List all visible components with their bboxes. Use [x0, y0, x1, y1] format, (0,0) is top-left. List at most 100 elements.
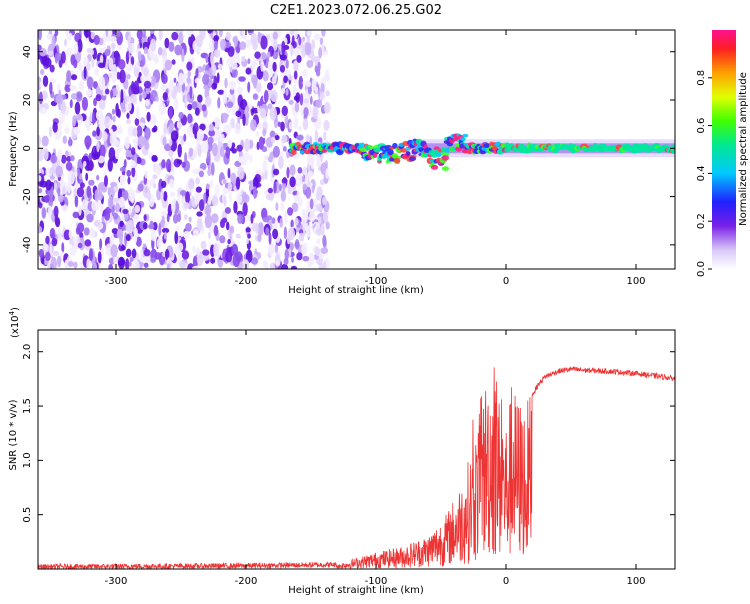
- snr-plot-area: [38, 330, 675, 569]
- spectrogram-cell: [305, 186, 312, 199]
- spectrogram-cell: [86, 185, 92, 198]
- spectrogram-cell: [116, 125, 123, 135]
- spectrogram-cell: [174, 44, 182, 56]
- spectrogram-x-ticks: -300 -200 -100 0 100: [105, 30, 646, 287]
- spectrogram-cell: [302, 255, 310, 262]
- snr-y-tick-label: 2.0: [22, 344, 33, 360]
- spectrogram-cell: [291, 256, 295, 263]
- spectrogram-cell: [303, 106, 309, 118]
- spectrogram-cell: [177, 143, 182, 158]
- spectrogram-cell: [109, 133, 117, 147]
- spectrogram-cell: [280, 263, 289, 269]
- spectrogram-cells: [38, 30, 675, 269]
- spectrogram-cell: [173, 77, 177, 83]
- spectrogram-cell: [132, 259, 140, 269]
- signal-cell: [408, 156, 417, 162]
- spectrogram-cell: [290, 219, 294, 229]
- spectrogram-cell: [311, 39, 316, 50]
- spectrogram-cell: [199, 123, 206, 131]
- spectrogram-y-axis-label: Frequency (Hz): [8, 111, 19, 187]
- spectrogram-cell: [72, 115, 77, 124]
- spectrogram-cell: [314, 246, 320, 256]
- spectrogram-cell: [291, 35, 295, 47]
- spectrogram-cell: [108, 263, 114, 269]
- spectrogram-cell: [224, 206, 231, 214]
- spectrogram-cell: [267, 103, 273, 110]
- snr-y-ticks: 0.5 1.0 1.5 2.0: [22, 344, 675, 523]
- spectrogram-cell: [272, 228, 279, 240]
- spectrogram-cell: [181, 161, 186, 168]
- spectrogram-cell: [86, 62, 91, 71]
- spectrogram-cell: [319, 179, 325, 186]
- spectrogram-cell: [299, 93, 304, 106]
- spectrogram-cell: [158, 222, 162, 236]
- spectrogram-cell: [156, 238, 162, 249]
- spectrogram-cell: [112, 212, 119, 220]
- spectrogram-cell: [103, 175, 109, 187]
- spectrogram-cell: [265, 227, 270, 236]
- spectrogram-cell: [54, 52, 59, 64]
- spectrogram-cell: [98, 76, 106, 90]
- spectrogram-cell: [186, 126, 193, 136]
- spectrogram-cell: [131, 165, 136, 178]
- spectrogram-cell: [50, 257, 58, 269]
- spectrogram-cell: [52, 250, 60, 257]
- spectrogram-cell: [245, 67, 252, 75]
- spectrogram-cell: [258, 136, 264, 150]
- spectrogram-cell: [70, 93, 78, 100]
- spectrogram-cell: [242, 202, 248, 217]
- spectrogram-cell: [170, 130, 179, 142]
- spectrogram-cell: [270, 136, 276, 143]
- spectrogram-cell: [303, 98, 309, 104]
- spectrogram-cell: [132, 127, 138, 137]
- signal-cell: [372, 152, 378, 158]
- spectrogram-cell: [150, 38, 157, 52]
- spectrogram-cell: [176, 121, 182, 130]
- spectrogram-cell: [254, 51, 261, 59]
- spectrogram-cell: [319, 91, 325, 100]
- spectrogram-cell: [285, 59, 289, 69]
- spectrogram-cell: [154, 96, 159, 102]
- spectrogram-cell: [119, 166, 126, 172]
- spectrogram-cell: [151, 154, 158, 162]
- spectrogram-cell: [49, 81, 53, 95]
- spectrogram-cell: [184, 213, 188, 221]
- spectrogram-cell: [273, 38, 278, 51]
- spectrogram-y-ticks: -40 -20 0 20 40: [22, 45, 675, 253]
- spectrogram-cell: [158, 101, 166, 116]
- spectrogram-cell: [194, 107, 200, 116]
- spectrogram-cell: [298, 232, 305, 242]
- spectrogram-x-tick-label: -200: [235, 276, 258, 287]
- spectrogram-cell: [135, 236, 142, 247]
- spectrogram-cell: [263, 160, 268, 168]
- spectrogram-cell: [276, 107, 280, 115]
- spectrogram-cell: [164, 59, 173, 71]
- spectrogram-cell: [210, 257, 216, 264]
- spectrogram-cell: [202, 249, 210, 256]
- spectrogram-cell: [275, 202, 279, 211]
- spectrogram-cell: [307, 153, 312, 164]
- spectrogram-cell: [315, 191, 323, 201]
- spectrogram-cell: [293, 116, 299, 130]
- spectrogram-cell: [94, 67, 100, 76]
- spectrogram-cell: [143, 262, 149, 268]
- spectrogram-cell: [144, 127, 151, 140]
- spectrogram-cell: [161, 159, 166, 169]
- spectrogram-cell: [325, 257, 330, 269]
- spectrogram-cell: [84, 239, 92, 247]
- spectrogram-cell: [293, 70, 298, 80]
- spectrogram-cell: [161, 180, 167, 189]
- spectrogram-cell: [318, 47, 323, 59]
- spectrogram-cell: [129, 93, 137, 104]
- spectrogram-cell: [236, 86, 243, 95]
- spectrogram-cell: [296, 252, 303, 261]
- spectrogram-cell: [86, 121, 90, 132]
- spectrogram-cell: [269, 130, 276, 139]
- spectrogram-cell: [44, 194, 49, 204]
- spectrogram-cell: [279, 183, 282, 192]
- spectrogram-cell: [109, 36, 117, 42]
- spectrogram-cell: [195, 68, 199, 79]
- spectrogram-cell: [181, 250, 190, 260]
- spectrogram-cell: [134, 230, 138, 244]
